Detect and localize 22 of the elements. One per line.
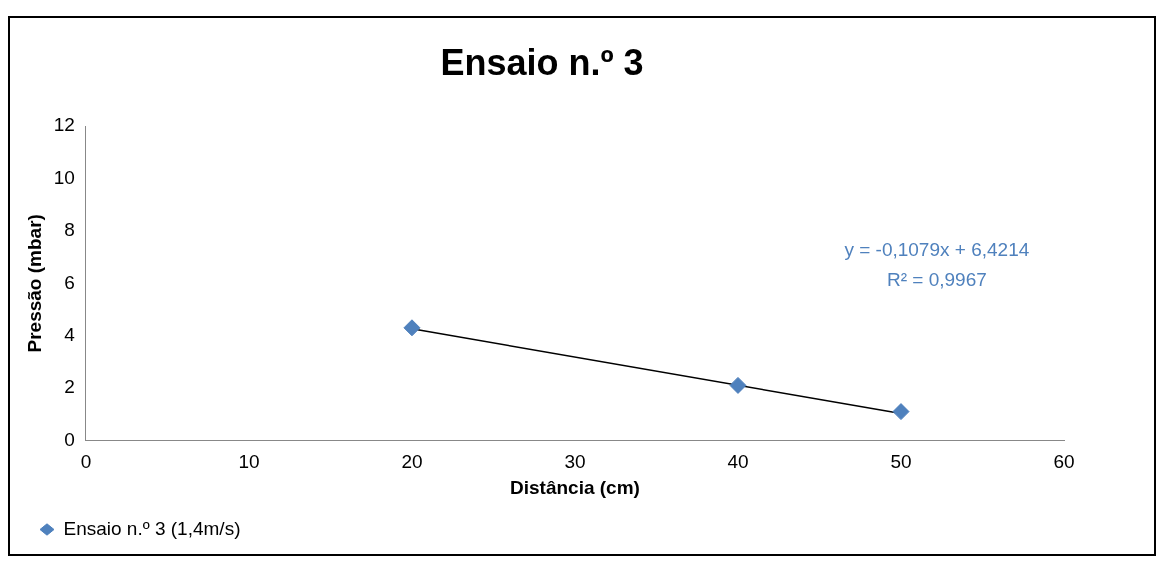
- point: [892, 403, 910, 421]
- y-tick-label: 12: [53, 114, 75, 136]
- point: [729, 376, 747, 394]
- x-tick-label: 10: [238, 451, 260, 473]
- x-axis-title: Distância (cm): [510, 476, 640, 498]
- annotation: y = -0,1079x + 6,4214 R² = 0,9967: [844, 239, 1030, 291]
- x-tick-label: 50: [890, 451, 912, 473]
- x-tick-label: 40: [727, 451, 749, 473]
- y-tick-label: 2: [64, 376, 75, 398]
- x-tick-label: 60: [1053, 451, 1075, 473]
- y-tick-label: 0: [64, 428, 75, 450]
- x-tick-label: 30: [564, 451, 586, 473]
- y-tick-label: 4: [64, 323, 76, 345]
- chart-title: Ensaio n.º 3: [440, 41, 644, 83]
- x-tick-label: 20: [401, 451, 423, 473]
- y-axis-title: Pressão (mbar): [23, 214, 45, 353]
- x-tick-label: 0: [80, 451, 92, 473]
- legend-label: Ensaio n.º 3 (1,4m/s): [63, 517, 241, 539]
- point: [403, 319, 421, 337]
- y-tick-label: 6: [64, 271, 75, 293]
- y-tick-label: 10: [53, 166, 75, 188]
- y-tick-label: 8: [64, 219, 75, 241]
